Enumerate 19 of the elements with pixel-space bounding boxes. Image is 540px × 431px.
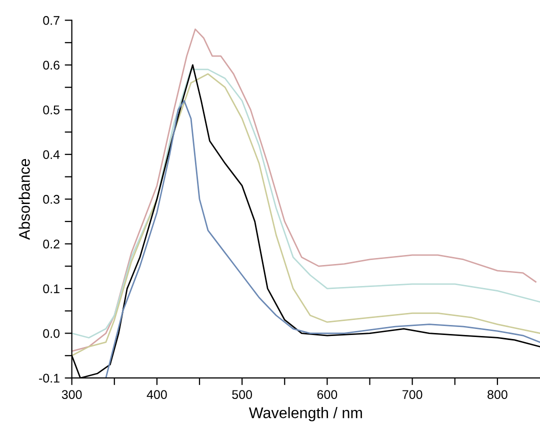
y-tick-label: 0.2 bbox=[43, 240, 60, 248]
y-tick-label: 0.7 bbox=[43, 16, 60, 25]
line-series bbox=[105, 100, 540, 378]
x-tick-label: 400 bbox=[146, 390, 167, 399]
y-tick-label: 0.3 bbox=[43, 194, 60, 204]
x-tick-label: 300 bbox=[62, 390, 82, 399]
y-tick-label: 0.1 bbox=[43, 284, 60, 294]
x-tick-label: 800 bbox=[488, 390, 508, 399]
y-tick-label: 0.5 bbox=[43, 105, 60, 114]
x-tick-label: 600 bbox=[317, 390, 338, 399]
y-axis-title: Absorbance bbox=[18, 159, 30, 240]
x-axis-title: Wavelength / nm bbox=[248, 407, 362, 422]
y-tick-label: -0.1 bbox=[39, 374, 60, 383]
y-tick-label: 0.0 bbox=[43, 329, 60, 338]
y-tick-label: 0.6 bbox=[43, 60, 60, 70]
x-tick-label: 500 bbox=[232, 390, 252, 399]
x-tick-label: 700 bbox=[402, 390, 422, 399]
line-series bbox=[72, 28, 536, 352]
y-tick-label: 0.4 bbox=[43, 150, 60, 160]
